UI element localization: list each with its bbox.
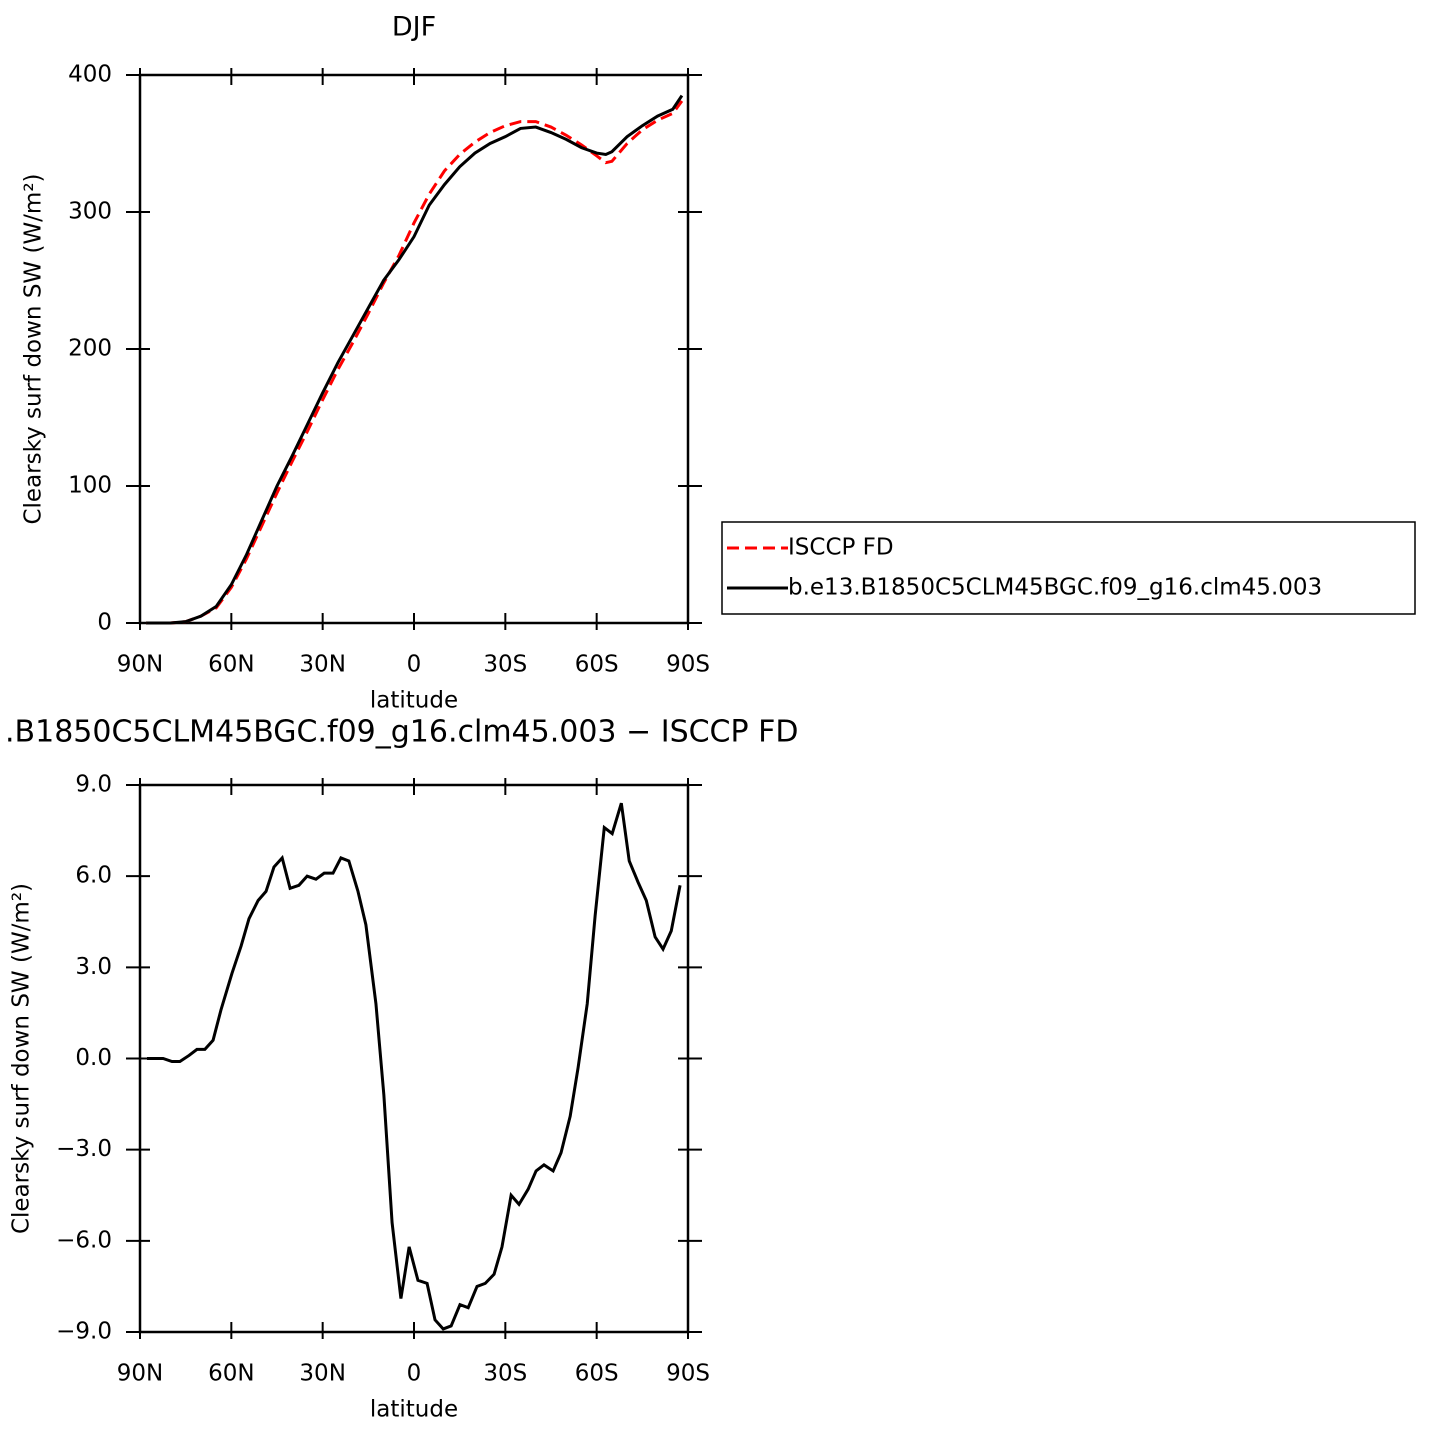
x-tick-label: 60N — [208, 1361, 254, 1387]
chart-title: DJF — [392, 12, 436, 43]
y-tick-label: 200 — [68, 336, 112, 362]
x-tick-label: 90S — [666, 1361, 710, 1387]
y-tick-label: −6.0 — [56, 1227, 112, 1253]
y-tick-label: 300 — [68, 199, 112, 225]
x-tick-label: 30N — [299, 652, 345, 678]
plot-frame — [138, 783, 690, 1334]
series-line — [147, 802, 682, 1331]
x-tick-label: 30S — [483, 652, 527, 678]
y-tick-label: 6.0 — [75, 863, 112, 889]
y-axis-label: Clearsky surf down SW (W/m²) — [21, 173, 47, 524]
y-tick-label: 0 — [97, 610, 112, 636]
x-tick-label: 30N — [299, 1361, 345, 1387]
y-tick-label: 9.0 — [75, 772, 112, 798]
x-tick-label: 60S — [575, 652, 619, 678]
x-axis-label: latitude — [370, 688, 458, 714]
y-tick-label: −9.0 — [56, 1319, 112, 1345]
x-tick-label: 90S — [666, 652, 710, 678]
series-line — [146, 94, 684, 625]
x-tick-label: 90N — [117, 652, 163, 678]
x-tick-label: 0 — [407, 652, 422, 678]
x-tick-label: 0 — [407, 1361, 422, 1387]
plot-frame — [138, 73, 690, 625]
y-axis-label: Clearsky surf down SW (W/m²) — [9, 883, 35, 1234]
y-tick-label: 400 — [68, 62, 112, 88]
x-tick-label: 90N — [117, 1361, 163, 1387]
x-axis-label: latitude — [370, 1397, 458, 1423]
legend-box — [721, 521, 1416, 615]
y-tick-label: −3.0 — [56, 1136, 112, 1162]
x-tick-label: 60N — [208, 652, 254, 678]
legend-label: b.e13.B1850C5CLM45BGC.f09_g16.clm45.003 — [788, 575, 1322, 601]
series-line — [146, 100, 684, 625]
legend-label: ISCCP FD — [788, 535, 894, 561]
y-tick-label: 100 — [68, 473, 112, 499]
x-tick-label: 60S — [575, 1361, 619, 1387]
y-tick-label: 0.0 — [75, 1045, 112, 1071]
chart-title: .B1850C5CLM45BGC.f09_g16.clm45.003 − ISC… — [5, 715, 799, 750]
y-tick-label: 3.0 — [75, 954, 112, 980]
x-tick-label: 30S — [483, 1361, 527, 1387]
